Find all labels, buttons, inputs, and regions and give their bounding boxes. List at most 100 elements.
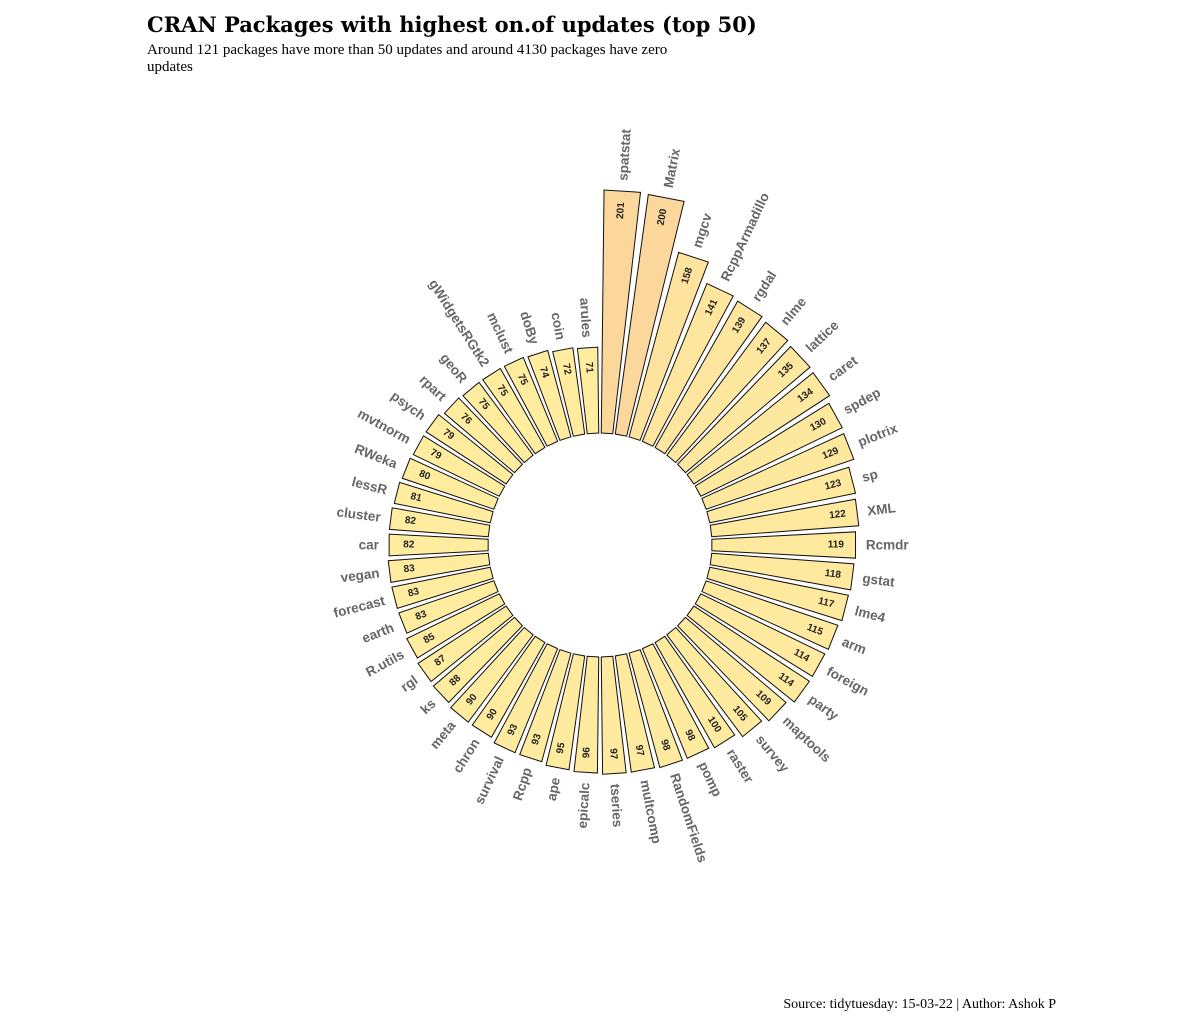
category-label-Matrix: Matrix: [661, 147, 683, 189]
category-label-Rcpp: Rcpp: [510, 766, 535, 803]
bar-geoR: [462, 381, 534, 464]
category-label-tseries: tseries: [608, 783, 626, 827]
category-label-rgl: rgl: [398, 672, 421, 694]
value-label-lme4: 117: [817, 596, 836, 611]
bar-gWidgetsRGtk2: [482, 367, 546, 455]
category-label-arules: arules: [577, 297, 594, 338]
value-label-Rcpp: 93: [530, 732, 544, 746]
value-label-XML: 122: [829, 508, 847, 521]
bar-XML: [709, 498, 860, 538]
value-label-sp: 123: [824, 478, 843, 493]
bar-Matrix: [614, 193, 685, 437]
category-label-psych: psych: [388, 388, 428, 423]
bar-spdep: [694, 402, 843, 497]
category-label-spatstat: spatstat: [615, 128, 633, 181]
category-label-meta: meta: [427, 718, 459, 752]
category-label-XML: XML: [866, 500, 896, 518]
bar-arm: [701, 580, 839, 650]
category-label-lme4: lme4: [853, 603, 887, 625]
category-label-earth: earth: [360, 620, 396, 646]
bar-chron: [471, 635, 546, 738]
bar-meta: [449, 626, 534, 723]
bar-gstat: [709, 552, 855, 591]
value-label-multcomp: 97: [633, 744, 646, 757]
bar-doBy: [527, 349, 572, 442]
bar-RWeka: [401, 457, 499, 510]
category-label-maptools: maptools: [780, 713, 834, 765]
category-label-coin: coin: [548, 311, 568, 341]
category-label-chron: chron: [450, 736, 483, 776]
bar-Rcmdr: [711, 531, 857, 559]
value-label-mvtnorm: 79: [428, 447, 443, 462]
value-label-arules: 71: [583, 362, 595, 374]
value-label-RWeka: 80: [417, 468, 432, 482]
category-label-Rcmdr: Rcmdr: [866, 538, 910, 553]
value-label-car: 82: [403, 540, 415, 551]
value-label-Matrix: 200: [656, 207, 670, 226]
value-label-pomp: 98: [682, 728, 697, 743]
value-label-forecast: 83: [407, 586, 421, 600]
category-label-multcomp: multcomp: [637, 779, 664, 845]
category-label-arm: arm: [840, 634, 869, 657]
category-label-RcppArmadillo: RcppArmadillo: [718, 190, 772, 283]
category-label-ape: ape: [544, 776, 563, 802]
bar-spatstat: [600, 189, 642, 435]
category-label-survival: survival: [472, 754, 507, 807]
bars-layer: [387, 189, 860, 775]
category-label-mclust: mclust: [484, 310, 516, 356]
bar-rpart: [443, 397, 524, 474]
value-label-earth: 83: [414, 608, 429, 622]
value-label-cluster: 82: [404, 515, 417, 527]
bar-epicalc: [573, 655, 600, 774]
value-label-doBy: 74: [537, 365, 551, 379]
bar-vegan: [387, 552, 491, 584]
category-label-car: car: [359, 538, 380, 553]
value-label-mclust: 75: [515, 372, 530, 387]
value-label-survival: 93: [506, 722, 521, 737]
category-label-lattice: lattice: [803, 317, 842, 355]
category-label-caret: caret: [825, 353, 860, 384]
bar-RcppArmadillo: [641, 282, 734, 447]
bar-lattice: [676, 345, 811, 474]
bar-rgl: [417, 605, 514, 683]
category-label-sp: sp: [860, 466, 879, 484]
bar-rgdal: [654, 300, 763, 455]
category-label-party: party: [806, 692, 842, 724]
bar-mgcv: [628, 251, 710, 442]
bar-earth: [398, 580, 499, 634]
bar-R.utils: [406, 593, 506, 659]
value-label-vegan: 83: [403, 563, 416, 575]
category-label-RandomFields: RandomFields: [667, 771, 710, 864]
category-label-rpart: rpart: [417, 372, 450, 404]
value-label-spatstat: 201: [615, 202, 627, 220]
bar-RandomFields: [628, 648, 684, 769]
bar-party: [686, 605, 811, 703]
chart-title: CRAN Packages with highest on.of updates…: [147, 12, 757, 37]
category-label-plotrix: plotrix: [856, 420, 900, 449]
category-label-nlme: nlme: [778, 294, 810, 328]
category-label-spdep: spdep: [841, 385, 883, 417]
bar-caret: [686, 372, 831, 485]
category-label-rgdal: rgdal: [749, 268, 779, 304]
category-label-R.utils: R.utils: [363, 647, 406, 680]
value-label-ape: 95: [555, 741, 568, 754]
value-label-mgcv: 158: [680, 266, 696, 286]
bar-car: [388, 533, 489, 557]
bar-survey: [666, 626, 763, 738]
bar-survival: [493, 643, 559, 754]
chart-caption: Source: tidytuesday: 15-03-22 | Author: …: [783, 997, 1056, 1012]
value-label-RandomFields: 98: [658, 738, 672, 752]
category-label-forecast: forecast: [332, 593, 387, 621]
chart-subtitle: Around 121 packages have more than 50 up…: [147, 42, 668, 75]
bar-forecast: [391, 566, 494, 609]
bar-sp: [706, 466, 857, 524]
bar-foreign: [694, 593, 826, 678]
bar-pomp: [641, 643, 710, 759]
bar-raster: [654, 635, 736, 749]
bar-cluster: [388, 507, 491, 538]
category-label-geoR: geoR: [437, 350, 470, 386]
category-label-lessR: lessR: [350, 474, 389, 498]
bar-Rcpp: [519, 648, 572, 763]
category-label-cluster: cluster: [336, 504, 383, 525]
